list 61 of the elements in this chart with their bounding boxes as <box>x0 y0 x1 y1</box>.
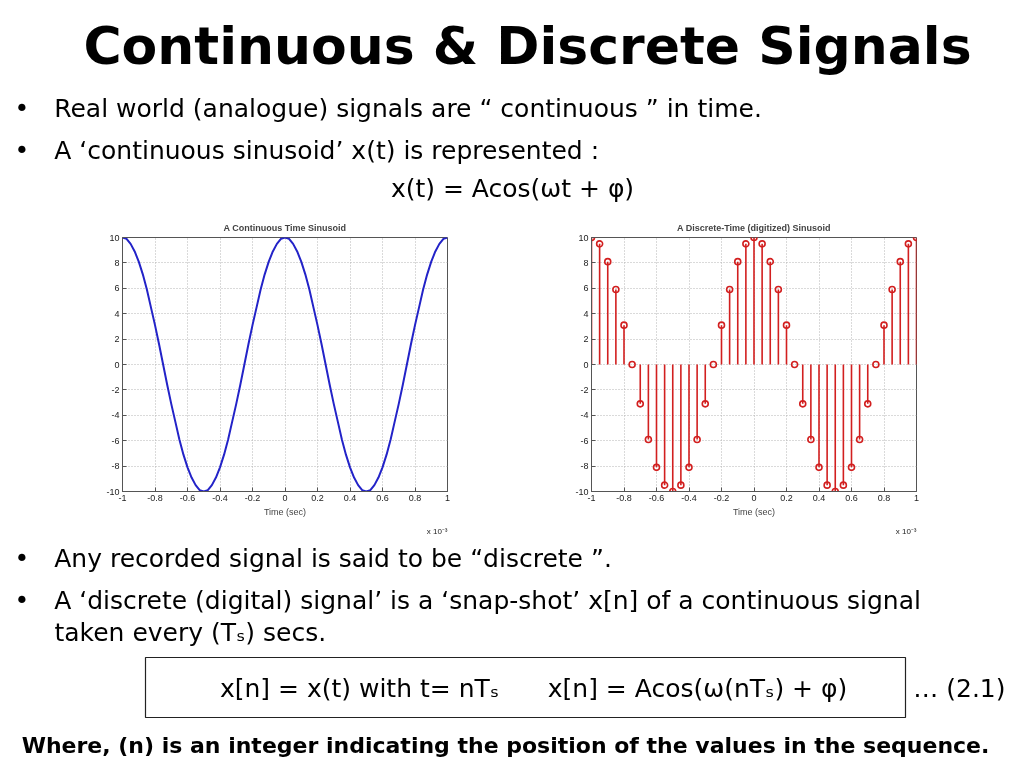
text: Where, (n) is an integer indicating the position of the values in the sequence. <box>21 733 990 758</box>
x-tick-label: 0.6 <box>845 492 858 503</box>
text: x 10⁻³ <box>895 526 917 536</box>
y-tick-label: 0 <box>583 359 589 370</box>
y-tick-label: -10 <box>106 486 120 497</box>
text: Continuous & Discrete Signals <box>83 15 972 76</box>
x-tick-label: -0.6 <box>648 492 665 503</box>
y-tick-label: -6 <box>580 435 589 446</box>
x-tick-label: -1 <box>587 492 596 503</box>
y-tick-label: 2 <box>114 334 120 345</box>
x-tick-label: 0.8 <box>877 492 891 503</box>
x-tick-label: 0.2 <box>311 492 324 503</box>
y-tick-label: -10 <box>575 486 589 497</box>
y-tick-label: 0 <box>114 359 120 370</box>
y-tick-label: 8 <box>114 257 120 268</box>
y-tick-label: -4 <box>111 410 120 421</box>
chart-title: A Continuous Time Sinusoid <box>223 222 347 233</box>
y-tick-label: 6 <box>114 283 120 294</box>
x-axis-title: Time (sec) <box>263 506 307 517</box>
y-tick-label: 4 <box>583 308 589 319</box>
x-tick-label: 0.4 <box>812 492 826 503</box>
x-tick-label: 0 <box>282 492 288 503</box>
y-tick-label: -6 <box>111 435 120 446</box>
text: taken every (Tₛ) secs. <box>54 618 327 647</box>
y-tick-label: 10 <box>109 232 120 243</box>
text: • A ‘discrete (digital) signal’ is a ‘snap-shot’ x[n] of a continuous signal <box>14 586 921 615</box>
x-tick-label: -0.2 <box>713 492 730 503</box>
x-tick-label: 0.2 <box>780 492 793 503</box>
x-tick-label: -0.8 <box>147 492 163 503</box>
text: • Real world (analogue) signals are “ continuous ” in time. <box>14 94 762 123</box>
y-tick-label: 2 <box>583 334 589 345</box>
text: • Any recorded signal is said to be “discrete ”. <box>14 544 612 573</box>
x-tick-label: -0.8 <box>616 492 632 503</box>
text: x 10⁻³ <box>426 526 448 536</box>
y-tick-label: 6 <box>583 283 589 294</box>
y-tick-label: -2 <box>580 384 589 395</box>
text: x(t) = Acos(ωt + φ) <box>390 174 635 203</box>
y-tick-label: 4 <box>114 308 120 319</box>
y-tick-label: 10 <box>578 232 589 243</box>
x-tick-label: -0.4 <box>212 492 228 503</box>
x-tick-label: 0.6 <box>376 492 389 503</box>
y-tick-label: -8 <box>580 461 589 472</box>
y-tick-label: -4 <box>580 410 589 421</box>
x-tick-label: -0.4 <box>681 492 697 503</box>
x-tick-label: 0.4 <box>343 492 357 503</box>
x-axis-title: Time (sec) <box>732 506 776 517</box>
text: … (2.1) <box>913 674 1006 703</box>
chart-title: A Discrete-Time (digitized) Sinusoid <box>677 222 831 233</box>
text: • A ‘continuous sinusoid’ x(t) is represented : <box>14 136 600 165</box>
text: x[n] = x(t) with t= nTₛ <box>219 674 500 703</box>
x-tick-label: -1 <box>118 492 127 503</box>
x-tick-label: 1 <box>445 492 451 503</box>
x-tick-label: 1 <box>914 492 920 503</box>
text: x[n] = Acos(ω(nTₛ) + φ) <box>547 674 848 703</box>
x-tick-label: 0 <box>751 492 757 503</box>
y-tick-label: -8 <box>111 461 120 472</box>
y-tick-label: 8 <box>583 257 589 268</box>
x-tick-label: -0.6 <box>179 492 196 503</box>
x-tick-label: -0.2 <box>244 492 261 503</box>
x-tick-label: 0.8 <box>408 492 422 503</box>
y-tick-label: -2 <box>111 384 120 395</box>
